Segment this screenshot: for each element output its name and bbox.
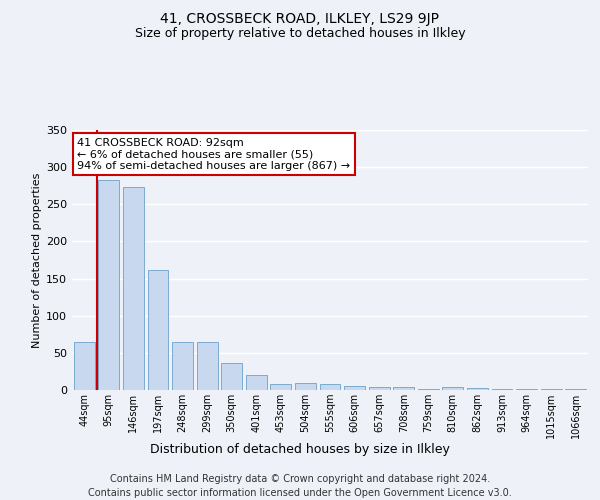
Text: Contains HM Land Registry data © Crown copyright and database right 2024.: Contains HM Land Registry data © Crown c… bbox=[110, 474, 490, 484]
Bar bbox=[271, 384, 292, 390]
Text: Contains public sector information licensed under the Open Government Licence v3: Contains public sector information licen… bbox=[88, 488, 512, 498]
Bar bbox=[74, 342, 95, 390]
Bar bbox=[197, 342, 218, 390]
Bar bbox=[148, 270, 169, 390]
Bar bbox=[418, 388, 439, 390]
Bar bbox=[246, 375, 267, 390]
Bar bbox=[98, 180, 119, 390]
Bar bbox=[123, 187, 144, 390]
Text: 41 CROSSBECK ROAD: 92sqm
← 6% of detached houses are smaller (55)
94% of semi-de: 41 CROSSBECK ROAD: 92sqm ← 6% of detache… bbox=[77, 138, 350, 171]
Text: Distribution of detached houses by size in Ilkley: Distribution of detached houses by size … bbox=[150, 442, 450, 456]
Bar bbox=[172, 342, 193, 390]
Bar bbox=[320, 384, 340, 390]
Bar bbox=[393, 387, 414, 390]
Bar bbox=[221, 364, 242, 390]
Bar bbox=[344, 386, 365, 390]
Bar bbox=[467, 388, 488, 390]
Text: 41, CROSSBECK ROAD, ILKLEY, LS29 9JP: 41, CROSSBECK ROAD, ILKLEY, LS29 9JP bbox=[161, 12, 439, 26]
Y-axis label: Number of detached properties: Number of detached properties bbox=[32, 172, 42, 348]
Text: Size of property relative to detached houses in Ilkley: Size of property relative to detached ho… bbox=[134, 28, 466, 40]
Bar bbox=[368, 387, 389, 390]
Bar bbox=[442, 387, 463, 390]
Bar bbox=[295, 382, 316, 390]
